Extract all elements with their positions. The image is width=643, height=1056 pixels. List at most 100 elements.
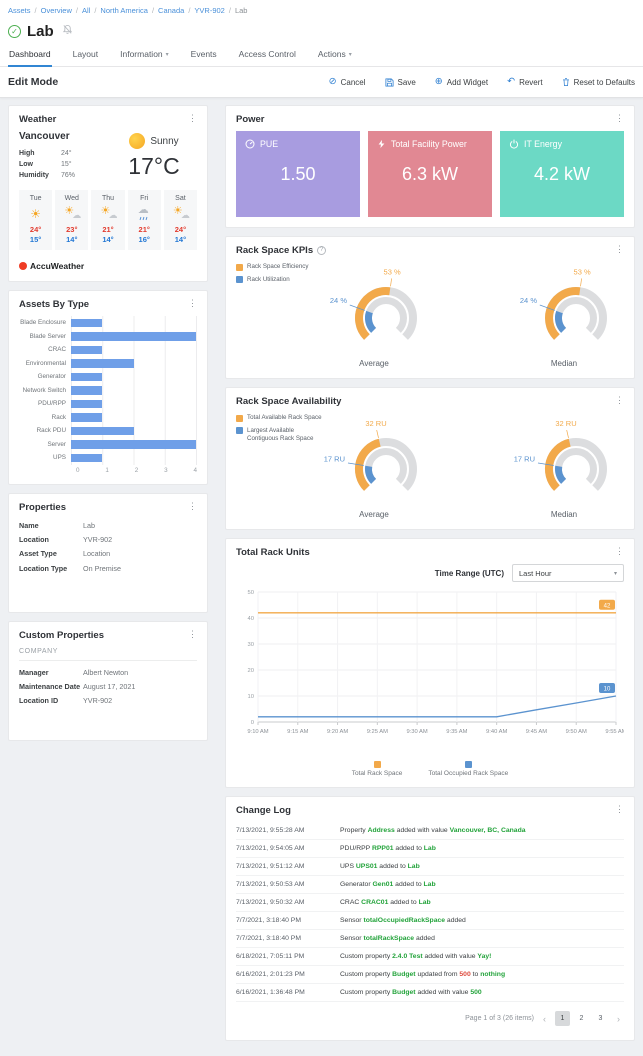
prev-page-button[interactable]: ‹ — [543, 1013, 546, 1024]
legend-item-total-available-rack-space[interactable]: Total Available Rack Space — [236, 414, 322, 422]
legend-label: Total Rack Space — [351, 770, 403, 777]
svg-text:0: 0 — [251, 720, 254, 726]
property-value: August 17, 2021 — [83, 682, 136, 692]
bar-row-environmental: Environmental — [19, 356, 197, 370]
legend-item-rack-utilization[interactable]: Rack Utilization — [236, 276, 322, 284]
tab-actions[interactable]: Actions ▾ — [317, 49, 353, 66]
custom-properties-group: COMPANY — [19, 647, 197, 661]
change-log-segment: PDU/RPP — [340, 845, 372, 852]
change-log-segment: 2.4.0 Test — [392, 953, 423, 960]
change-log-description: Custom property 2.4.0 Test added with va… — [340, 953, 624, 960]
change-log-row: 6/16/2021, 2:01:23 PM Custom property Bud… — [236, 966, 624, 984]
widget-menu-icon[interactable]: ⋮ — [615, 804, 624, 814]
breadcrumb-link-yvr-902[interactable]: YVR-902 — [194, 6, 225, 15]
weather-stat-high: High 24° — [19, 148, 111, 159]
power-tile-header: IT Energy — [509, 139, 615, 149]
power-tile-label: PUE — [260, 139, 279, 149]
change-log-list: 7/13/2021, 9:55:28 AM Property Address ad… — [236, 822, 624, 1002]
gauge-callout: 32 RU — [365, 419, 386, 428]
forecast-day: Fri — [140, 195, 149, 202]
page-button-2[interactable]: 2 — [579, 1015, 584, 1022]
change-log-segment: Vancouver, BC, Canada — [449, 827, 526, 834]
breadcrumb-link-assets[interactable]: Assets — [8, 6, 31, 15]
weather-stats: Vancouver High 24° Low 15° Humidity 76% — [19, 131, 111, 181]
widget-menu-icon[interactable]: ⋮ — [615, 113, 624, 123]
change-log-row: 7/13/2021, 9:55:28 AM Property Address ad… — [236, 822, 624, 840]
breadcrumb-link-overview[interactable]: Overview — [40, 6, 72, 15]
svg-text:50: 50 — [248, 590, 254, 596]
change-log-segment: added to — [393, 881, 424, 888]
widget-menu-icon[interactable]: ⋮ — [615, 244, 624, 254]
widget-menu-icon[interactable]: ⋮ — [188, 298, 197, 308]
property-row-asset-type: Asset Type Location — [19, 547, 197, 561]
forecast-high: 24° — [29, 225, 42, 234]
widget-menu-icon[interactable]: ⋮ — [188, 628, 197, 639]
widget-title: Weather — [19, 114, 57, 125]
gauge-chart: 32 RU 17 RU — [514, 419, 607, 491]
forecast-high: 21° — [102, 225, 114, 234]
forecast-icon: ☀ ☁ — [55, 205, 88, 222]
tab-information[interactable]: Information ▾ — [119, 49, 170, 66]
bar-category-label: Server — [47, 440, 66, 448]
change-log-segment: UPS — [340, 863, 356, 870]
property-value: Albert Newton — [83, 668, 129, 678]
gauge-callout: 24 % — [520, 296, 537, 305]
legend-item-total-occupied-rack-space[interactable]: Total Occupied Rack Space — [428, 761, 508, 777]
time-range-select[interactable]: Last Hour ▾ — [512, 564, 624, 582]
stat-value: 76% — [61, 172, 76, 179]
stat-value: 24° — [61, 150, 72, 157]
weather-current: Vancouver High 24° Low 15° Humidity 76% — [19, 131, 197, 181]
widget-menu-icon[interactable]: ⋮ — [615, 395, 624, 405]
help-icon[interactable]: ? — [317, 246, 327, 255]
notification-bell-muted-icon[interactable] — [62, 22, 73, 40]
tab-layout[interactable]: Layout — [72, 49, 100, 66]
bar-category-label: UPS — [53, 454, 66, 462]
partly-sunny-icon: ☀ ☁ — [64, 205, 82, 220]
save-button[interactable]: Save — [385, 78, 416, 87]
edit-actions: ⊘ Cancel Save ⊕ Add Widget ↶ Revert Reset to De… — [329, 77, 635, 87]
add-widget-button[interactable]: ⊕ Add Widget — [435, 77, 488, 87]
bar-track — [71, 356, 197, 370]
tab-events[interactable]: Events — [190, 49, 218, 66]
bar-row-server: Server — [19, 437, 197, 451]
cancel-icon: ⊘ — [328, 76, 337, 88]
gauge-title: Median — [550, 510, 578, 519]
legend-swatch — [236, 414, 243, 422]
change-log-row: 7/13/2021, 9:54:05 AM PDU/RPP RPP01 added… — [236, 840, 624, 858]
reset-to-defaults-button[interactable]: Reset to Defaults — [562, 77, 635, 87]
widget-menu-icon[interactable]: ⋮ — [188, 500, 197, 511]
bar-category-label: Rack — [51, 413, 66, 421]
tab-access-control[interactable]: Access Control — [238, 49, 297, 66]
change-log-segment: Custom property — [340, 953, 393, 960]
breadcrumb-link-canada[interactable]: Canada — [158, 6, 185, 15]
next-page-button[interactable]: › — [617, 1013, 620, 1024]
change-log-description: Custom property Budget updated from 500 … — [340, 971, 624, 978]
cancel-button[interactable]: ⊘ Cancel — [329, 77, 366, 87]
change-log-segment: CRAC — [340, 899, 362, 906]
page-button-3[interactable]: 3 — [598, 1015, 603, 1022]
forecast-high: 24° — [174, 225, 187, 234]
breadcrumb-link-all[interactable]: All — [81, 6, 91, 15]
x-tick-label: 9:45 AM — [526, 729, 547, 735]
change-log-row: 7/7/2021, 3:18:40 PM Sensor totalOccupied… — [236, 912, 624, 930]
gauge-title: Average — [359, 359, 389, 368]
forecast-day: Wed — [64, 195, 79, 202]
x-tick-label: 1 — [105, 466, 109, 474]
bar-track — [71, 316, 197, 330]
legend-item-rack-space-efficiency[interactable]: Rack Space Efficiency — [236, 263, 322, 271]
weather-widget: Weather ⋮ Vancouver High 24° Low 15° Hum… — [8, 105, 208, 282]
change-log-segment: added — [414, 935, 435, 942]
legend-item-total-rack-space[interactable]: Total Rack Space — [351, 761, 403, 777]
legend-swatch — [373, 761, 381, 768]
widget-menu-icon[interactable]: ⋮ — [615, 546, 624, 556]
svg-text:20: 20 — [248, 668, 254, 674]
legend-item-largest-available-contiguous-rack-space[interactable]: Largest Available Contiguous Rack Space — [236, 427, 322, 443]
breadcrumb-link-north-america[interactable]: North America — [100, 6, 148, 15]
page-button-1[interactable]: 1 — [555, 1011, 570, 1026]
tab-dashboard[interactable]: Dashboard — [8, 49, 52, 67]
forecast-low: 14° — [66, 235, 78, 244]
revert-button[interactable]: ↶ Revert — [507, 77, 543, 87]
widget-menu-icon[interactable]: ⋮ — [188, 113, 197, 123]
button-label: Cancel — [340, 77, 366, 87]
bar-row-network-switch: Network Switch — [19, 383, 197, 397]
